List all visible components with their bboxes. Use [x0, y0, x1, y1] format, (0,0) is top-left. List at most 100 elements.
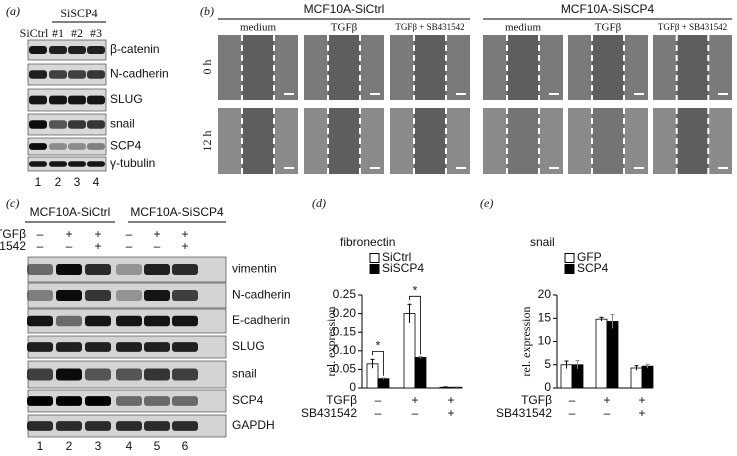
x-row-label: TGFβ	[326, 393, 357, 407]
wound-gap	[676, 35, 709, 100]
treatment-sign: –	[66, 239, 73, 253]
x-row-value: –	[412, 406, 419, 420]
row-label: 12 h	[200, 131, 214, 152]
bar	[595, 318, 608, 389]
row-label: γ-tubulin	[110, 156, 155, 170]
blot-band	[85, 342, 111, 352]
blot-band	[87, 143, 105, 150]
treatment-sign: +	[153, 227, 160, 241]
panel-letter: (a)	[6, 4, 20, 18]
y-tick-label: 0	[544, 380, 551, 394]
blot-band	[56, 315, 82, 327]
blot-band	[56, 342, 82, 352]
blot-band	[27, 396, 53, 406]
row-label: β-catenin	[110, 42, 160, 56]
row-label: vimentin	[232, 262, 277, 276]
y-tick-label: 15	[538, 310, 552, 324]
treatment-sign: –	[37, 239, 44, 253]
blot-band	[116, 342, 142, 352]
wound-gap	[242, 108, 274, 174]
y-tick-label: 5	[544, 357, 551, 371]
x-row-label: SB431542	[301, 406, 357, 420]
blot-band	[29, 120, 47, 129]
row-label: SLUG	[232, 339, 265, 353]
treatment-sign: +	[94, 227, 101, 241]
group-label: MCF10A-SiSCP4	[561, 2, 655, 16]
row-label: SCP4	[232, 393, 264, 407]
significance-mark: *	[413, 283, 418, 297]
group-label: MCF10A-SiCtrl	[30, 205, 111, 219]
blot-band	[144, 368, 170, 381]
blot-band	[27, 368, 53, 381]
bar	[377, 378, 390, 389]
blot-band	[27, 315, 53, 327]
treatment-sign: –	[154, 239, 161, 253]
lane-number: 4	[93, 175, 100, 189]
x-row-value: –	[375, 406, 382, 420]
panel-letter: (c)	[6, 196, 19, 210]
blot-band	[49, 161, 67, 167]
lane-number: 5	[154, 439, 161, 453]
blot-band	[116, 396, 142, 406]
x-row-label: TGFβ	[521, 393, 552, 407]
blot-band	[85, 368, 111, 381]
x-row-value: +	[638, 393, 645, 407]
blot-band	[29, 70, 47, 79]
wound-gap	[507, 35, 539, 100]
blot-band	[49, 70, 67, 79]
y-tick-label: 0	[349, 380, 356, 394]
column-label: TGFβ	[331, 22, 358, 34]
row-label: 0 h	[200, 60, 214, 75]
blot-band	[116, 315, 142, 327]
x-row-value: –	[569, 393, 576, 407]
blot-band	[29, 161, 47, 167]
blot-band	[27, 264, 53, 275]
x-row-label: SB431542	[496, 406, 552, 420]
lane-number: 3	[74, 175, 81, 189]
blot-band	[172, 396, 198, 406]
group-label: MCF10A-SiCtrl	[304, 2, 385, 16]
chart-title: snail	[530, 235, 555, 249]
row-label: N-cadherin	[232, 288, 291, 302]
blot-band	[172, 421, 198, 431]
x-row-value: +	[638, 406, 645, 420]
blot-band	[85, 421, 111, 431]
row-label: N-cadherin	[110, 67, 169, 81]
blot-band	[85, 264, 111, 275]
blot-band	[172, 342, 198, 352]
panel-letter: (e)	[480, 196, 493, 210]
treatment-sign: –	[126, 239, 133, 253]
wound-gap	[414, 35, 446, 100]
x-row-value: –	[569, 406, 576, 420]
bar	[641, 365, 654, 389]
chart-title: fibronectin	[340, 235, 395, 249]
legend-label: SCP4	[577, 261, 609, 275]
treatment-sign: +	[65, 227, 72, 241]
blot-band	[49, 143, 67, 150]
blot-band	[87, 161, 105, 167]
wound-gap	[507, 108, 539, 174]
row-label: SCP4	[110, 139, 142, 153]
blot-band	[56, 421, 82, 431]
bar	[606, 321, 619, 389]
legend-swatch	[369, 253, 380, 263]
blot-band	[68, 70, 86, 79]
wound-gap	[414, 108, 446, 174]
legend-swatch	[564, 264, 575, 274]
blot-band	[56, 396, 82, 406]
wound-gap	[592, 35, 624, 100]
treatment-sign: +	[181, 239, 188, 253]
blot-band	[87, 70, 105, 79]
panel-letter: (b)	[200, 4, 214, 18]
row-label: snail	[110, 117, 135, 131]
significance-bracket	[409, 295, 421, 355]
lane-header: SiCtrl	[20, 26, 49, 40]
blot-band	[172, 368, 198, 381]
y-tick-label: 0.10	[333, 343, 357, 357]
lane-number: 2	[55, 175, 62, 189]
y-tick-label: 0.20	[333, 306, 357, 320]
lane-number: 3	[95, 439, 102, 453]
blot-band	[144, 396, 170, 406]
blot-band	[68, 120, 86, 129]
